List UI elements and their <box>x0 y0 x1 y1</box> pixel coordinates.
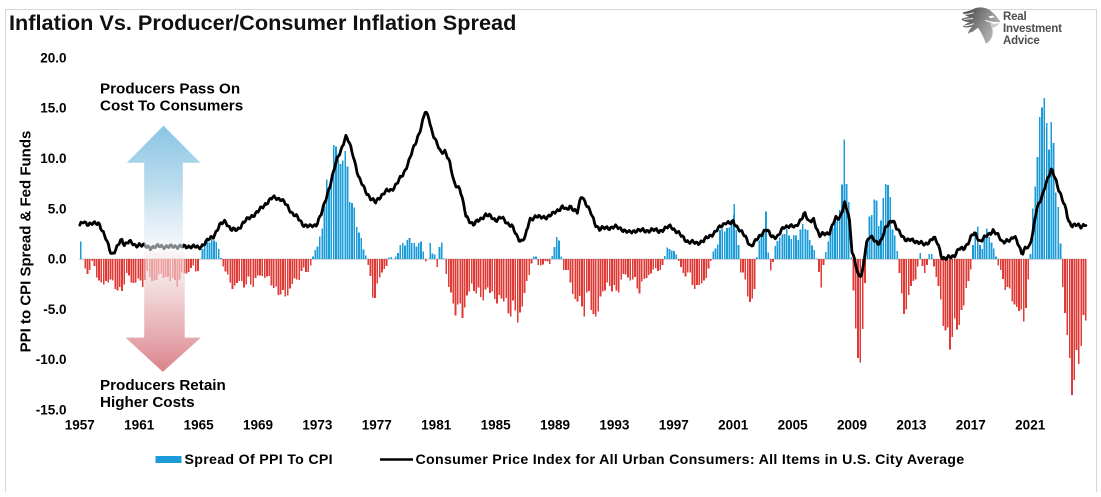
svg-text:15.0: 15.0 <box>40 101 66 116</box>
svg-text:1985: 1985 <box>481 418 512 433</box>
svg-text:1969: 1969 <box>243 418 273 433</box>
svg-text:2017: 2017 <box>956 418 986 433</box>
svg-text:2021: 2021 <box>1015 418 1046 433</box>
svg-text:Inflation Vs. Producer/Consume: Inflation Vs. Producer/Consumer Inflatio… <box>9 10 516 35</box>
svg-text:Producers Pass On: Producers Pass On <box>100 81 240 98</box>
svg-text:1989: 1989 <box>540 418 570 433</box>
svg-text:Cost To Consumers: Cost To Consumers <box>100 98 243 115</box>
svg-text:5.0: 5.0 <box>48 201 67 216</box>
svg-text:2009: 2009 <box>837 418 867 433</box>
svg-text:1977: 1977 <box>362 418 392 433</box>
svg-text:-10.0: -10.0 <box>36 352 67 367</box>
svg-text:20.0: 20.0 <box>40 50 66 65</box>
svg-text:10.0: 10.0 <box>40 151 66 166</box>
svg-text:Investment: Investment <box>1003 23 1062 35</box>
svg-text:0.0: 0.0 <box>48 252 67 267</box>
svg-text:1961: 1961 <box>124 418 155 433</box>
svg-text:Consumer Price Index for All U: Consumer Price Index for All Urban Consu… <box>416 452 965 468</box>
svg-text:Producers Retain: Producers Retain <box>100 377 226 394</box>
svg-text:-5.0: -5.0 <box>43 302 66 317</box>
svg-text:2001: 2001 <box>718 418 749 433</box>
svg-text:Advice: Advice <box>1003 35 1040 47</box>
svg-text:Real: Real <box>1003 11 1027 23</box>
svg-text:1993: 1993 <box>599 418 630 433</box>
svg-text:1997: 1997 <box>659 418 689 433</box>
svg-text:1965: 1965 <box>184 418 215 433</box>
svg-text:PPI to CPI Spread & Fed Funds: PPI to CPI Spread & Fed Funds <box>18 131 35 353</box>
svg-text:Higher Costs: Higher Costs <box>100 394 195 411</box>
svg-text:2005: 2005 <box>778 418 809 433</box>
svg-text:1957: 1957 <box>65 418 95 433</box>
svg-text:1981: 1981 <box>421 418 452 433</box>
svg-text:-15.0: -15.0 <box>36 403 67 418</box>
svg-text:Spread Of PPI To CPI: Spread Of PPI To CPI <box>185 452 333 468</box>
svg-text:2013: 2013 <box>896 418 927 433</box>
svg-text:1973: 1973 <box>302 418 333 433</box>
